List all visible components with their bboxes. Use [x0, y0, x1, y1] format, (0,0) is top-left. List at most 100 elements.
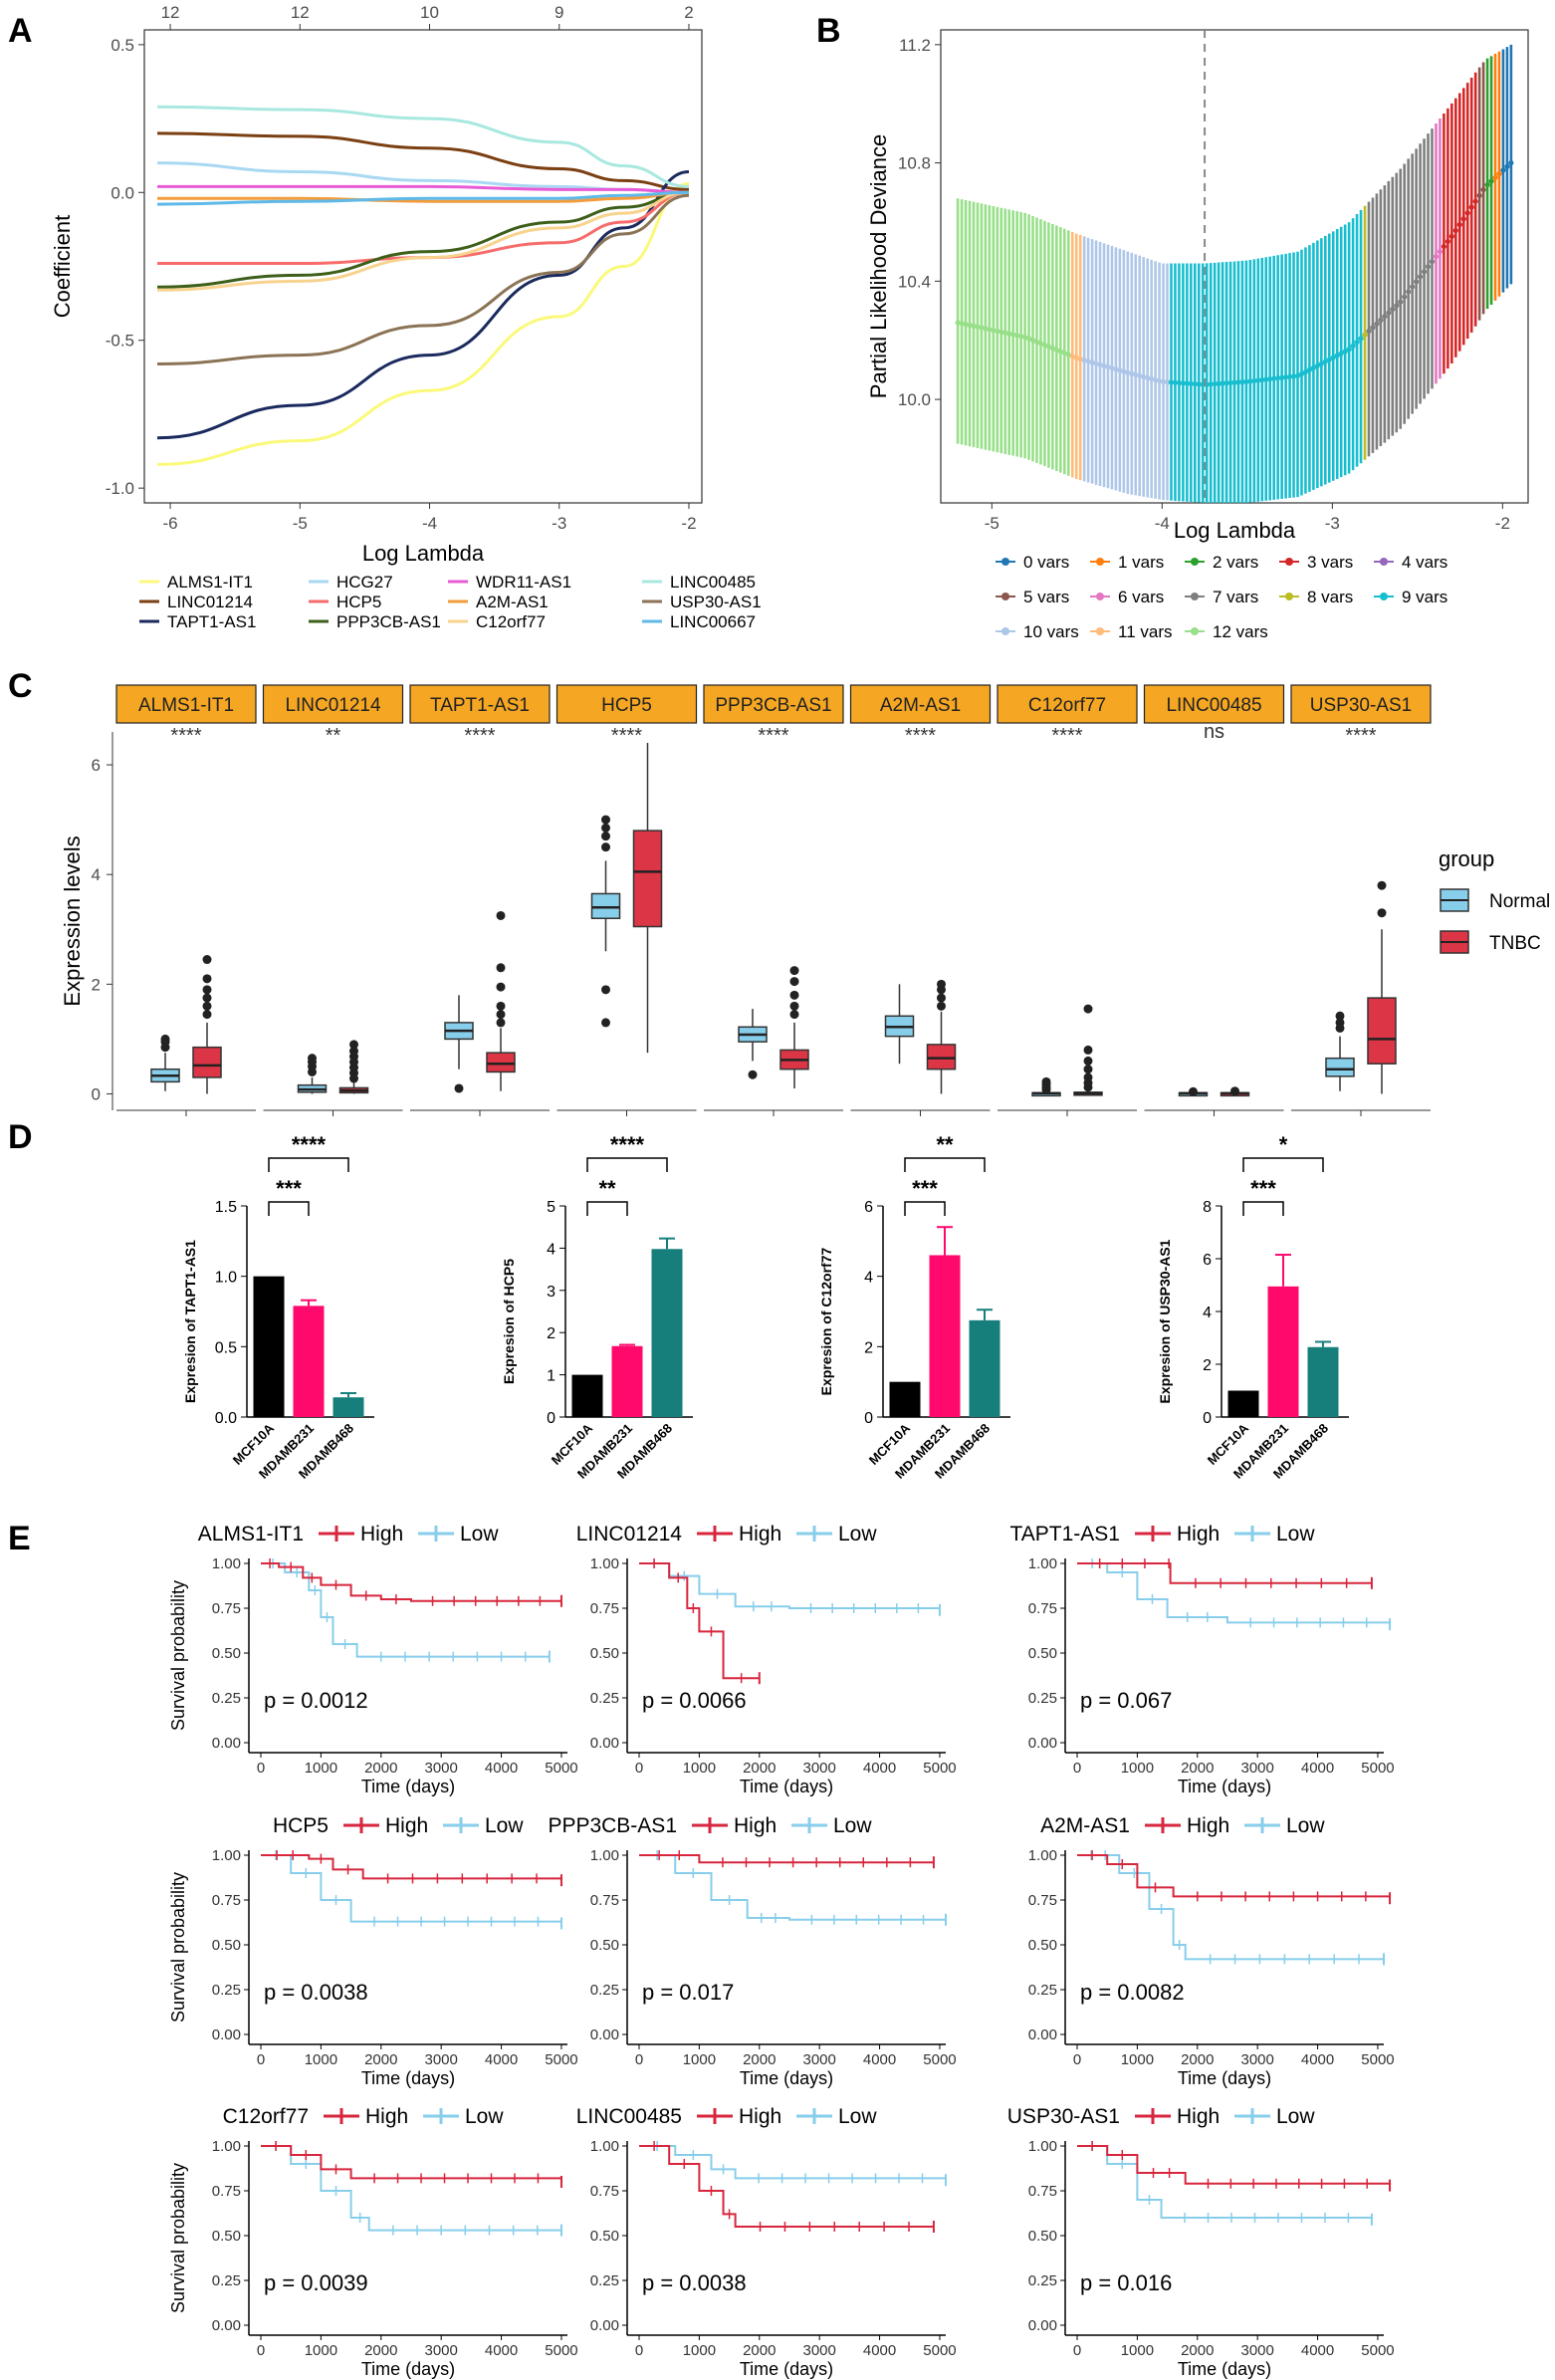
box-outlier — [937, 1001, 946, 1011]
legend-key-dot — [1380, 593, 1388, 600]
box-outlier — [496, 1010, 506, 1020]
cv-mean-point — [1227, 379, 1233, 386]
box-outlier — [1377, 908, 1387, 918]
x-tick-label: 1000 — [1121, 2342, 1154, 2359]
legend-key-dot — [1285, 558, 1293, 566]
km-curve-low — [639, 1562, 941, 1610]
panel-label-e: E — [8, 1520, 31, 1557]
cv-mean-point — [1045, 344, 1052, 350]
strip-label: LINC00485 — [1166, 695, 1261, 716]
significance-label: ** — [326, 725, 341, 747]
y-tick-label: 0.00 — [1028, 1735, 1057, 1752]
significance-bracket — [1242, 1157, 1324, 1172]
x-axis-title: Time (days) — [740, 2068, 833, 2088]
bar-mcf10a — [571, 1374, 603, 1417]
x-tick-label: 2000 — [743, 1760, 776, 1777]
y-tick-label: 0.25 — [590, 2272, 619, 2289]
y-tick-label: 0.50 — [212, 2228, 241, 2245]
cv-mean-point — [1429, 259, 1436, 265]
legend-label: High — [1177, 1523, 1220, 1546]
strip-ppp3cb-as1 — [703, 684, 844, 724]
x-tick-label: -5 — [293, 514, 308, 533]
legend-label: High — [1187, 1814, 1229, 1837]
cv-mean-point — [1468, 204, 1474, 210]
box-outlier — [1083, 1072, 1093, 1082]
cv-mean-point — [1065, 352, 1071, 357]
cv-mean-point — [1484, 182, 1490, 188]
y-tick-label: 1.00 — [590, 1847, 619, 1864]
legend-key-dot — [1001, 558, 1009, 566]
significance-label: **** — [758, 725, 788, 747]
y-tick-label: 1.00 — [590, 1555, 619, 1572]
strip-usp30-as1 — [1290, 684, 1432, 724]
y-tick-label: 0.0 — [215, 1410, 237, 1427]
y-tick-label: 0.25 — [1028, 2272, 1057, 2289]
legend-label: High — [739, 1523, 781, 1546]
coef-line-usp30-as1 — [157, 193, 690, 365]
box-outlier — [1230, 1086, 1239, 1096]
significance-label: **** — [292, 1132, 327, 1157]
p-value: p = 0.0038 — [264, 1980, 368, 2005]
y-tick-label: 1.00 — [1028, 2138, 1057, 2155]
x-axis-title: Time (days) — [1178, 2068, 1271, 2088]
y-tick-label: 0.25 — [212, 1690, 241, 1707]
cv-mean-point — [1508, 159, 1514, 166]
p-value: p = 0.0066 — [642, 1688, 747, 1713]
cv-mean-point — [1378, 317, 1384, 324]
cv-mean-point — [1021, 334, 1028, 341]
y-axis-title: Partial Likelihood Deviance — [866, 134, 891, 398]
bar-mdamb468 — [1307, 1346, 1339, 1417]
cv-mean-point — [1188, 380, 1194, 386]
legend-label: HCG27 — [336, 573, 393, 592]
cv-mean-point — [1390, 306, 1396, 313]
cv-mean-point — [1010, 332, 1016, 338]
y-tick-label: 8 — [1203, 1199, 1212, 1216]
km-curve-low — [1077, 1562, 1392, 1625]
km-curve-high — [639, 1854, 934, 1864]
cv-mean-point — [1310, 364, 1316, 370]
box-outlier — [202, 1001, 212, 1011]
cv-mean-point — [1109, 365, 1115, 371]
cv-mean-point — [1279, 374, 1285, 380]
cv-mean-point — [1286, 373, 1293, 379]
cv-mean-point — [1504, 163, 1510, 169]
cv-mean-point — [1002, 330, 1008, 336]
y-tick-label: -0.5 — [106, 332, 134, 351]
strip-label: TAPT1-AS1 — [430, 695, 530, 716]
x-tick-label: 1000 — [305, 1760, 337, 1777]
cv-mean-point — [1452, 227, 1458, 234]
cv-mean-point — [1334, 353, 1340, 358]
x-tick-label: 4000 — [1301, 1760, 1334, 1777]
km-curve-low — [1077, 1854, 1384, 1961]
significance-bracket — [904, 1201, 946, 1216]
km-title: LINC01214 — [576, 1523, 683, 1546]
box-outlier — [496, 1018, 506, 1028]
cv-mean-point — [1386, 310, 1392, 316]
cv-mean-point — [1263, 376, 1269, 382]
cv-mean-point — [1417, 274, 1424, 280]
cv-mean-point — [1394, 303, 1400, 309]
cv-mean-point — [1346, 347, 1352, 353]
x-axis-title: Time (days) — [361, 1777, 455, 1796]
cv-mean-point — [975, 324, 981, 330]
x-tick-label: 0 — [1073, 1760, 1081, 1777]
cv-mean-point — [955, 320, 961, 326]
legend-label: High — [734, 1814, 777, 1837]
cv-mean-point — [1239, 379, 1245, 385]
panel-c-expression-boxplots: 0 2 4 6 Expression levels ALMS1-IT1 **** LINC01… — [60, 684, 1550, 1116]
p-value: p = 0.017 — [642, 1980, 734, 2005]
cv-mean-point — [1358, 336, 1364, 342]
cv-mean-point — [1223, 380, 1229, 386]
box-outlier — [1083, 1056, 1093, 1066]
legend-label: 6 vars — [1118, 588, 1164, 606]
x-tick-label: 3000 — [802, 2051, 835, 2068]
cv-mean-point — [1133, 371, 1139, 377]
legend-label: 5 vars — [1023, 588, 1069, 606]
cv-mean-point — [1433, 254, 1440, 260]
y-tick-label: 6 — [864, 1199, 873, 1216]
legend-label: USP30-AS1 — [670, 593, 762, 611]
box-outlier — [789, 966, 799, 976]
cv-mean-point — [1121, 368, 1127, 374]
km-title: TAPT1-AS1 — [1010, 1523, 1120, 1546]
box-outlier — [496, 1001, 506, 1011]
